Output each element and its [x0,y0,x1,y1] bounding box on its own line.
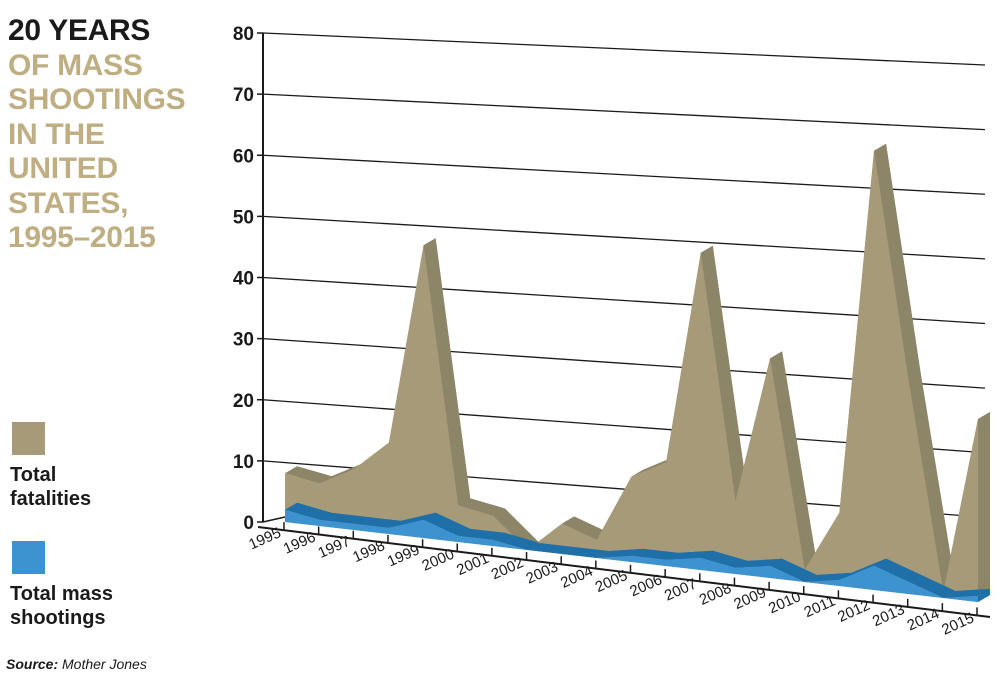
series-edge-face [423,512,471,536]
series-edge-face [458,528,505,540]
series-edge-face [700,550,748,568]
gridline [262,154,986,195]
x-tick-label: 2004 [558,563,595,592]
series-edge-face [700,245,748,501]
title-rest: OF MASS SHOOTINGS IN THE UNITED STATES, … [8,48,186,255]
x-tick-label: 2008 [697,580,734,609]
series-end-face [978,412,990,602]
series-edge-face [908,574,956,598]
y-tick-label: 0 [243,513,254,534]
x-tick-label: 2010 [766,588,803,617]
series-area-fatalities [285,150,978,603]
series-edge-face [285,466,332,484]
series-edge-face [908,373,956,592]
x-tick-label: 2001 [454,550,491,579]
title-line-1: 20 YEARS [8,14,151,47]
gridline [262,32,986,66]
series-edge-face [319,512,367,524]
chart-title: 20 YEARS OF MASS SHOOTINGS IN THE UNITED… [8,14,218,256]
series-edge-face [874,143,921,381]
x-tick-label: 2012 [835,597,872,626]
x-tick-label: 1998 [350,537,387,566]
gridline [262,93,986,131]
series-edge-face [839,558,887,580]
x-tick-label: 2011 [802,592,838,621]
series-edge-face [354,516,401,528]
series-edge-face [285,502,332,520]
series-edge-face [319,462,367,484]
series-edge-face [596,548,644,558]
x-tick-label: 2013 [870,601,907,630]
source-label: Source: [6,656,59,672]
x-tick-label: 1996 [281,529,318,558]
legend-label-mass-shootings: Total mass shootings [10,583,113,629]
x-tick-label: 2007 [662,575,699,604]
series-end-face [978,588,990,602]
y-tick-label: 30 [233,330,254,351]
x-axis [257,526,991,618]
series-edge-face [874,558,921,582]
y-tick-label: 40 [233,269,254,290]
source-value: Mother Jones [62,656,147,672]
series-edge-face [770,351,817,570]
y-tick-label: 50 [233,207,254,228]
x-tick-label: 2000 [419,546,456,575]
x-tick-label: 2006 [627,571,664,600]
floor-edge [262,516,286,523]
series-edge-face [735,558,783,568]
source-note: Source: Mother Jones [6,656,147,672]
legend-swatch-mass-shootings [12,541,45,574]
series-edge-face [666,550,713,560]
y-tick-label: 10 [233,452,254,473]
y-tick-label: 80 [233,24,254,45]
series-area-mass-shootings [285,509,978,602]
series-edge-face [770,558,817,582]
y-tick-label: 20 [233,391,254,412]
x-tick-label: 2014 [905,605,942,634]
y-tick-label: 60 [233,146,254,167]
series-edge-face [458,498,505,516]
series-edge-face [804,572,852,582]
x-tick-label: 2003 [523,558,560,587]
series-edge-face [943,588,990,598]
series-edge-face [562,547,609,558]
series-edge-face [562,516,609,540]
legend-swatch-fatalities [12,422,45,455]
x-tick-label: 1997 [316,533,353,562]
y-tick-label: 70 [233,85,254,106]
series-edge-face [423,238,471,506]
legend-label-fatalities: Total fatalities [10,464,92,510]
series-edge-face [631,548,679,560]
series-edge-face [527,543,575,554]
x-tick-label: 2005 [593,567,630,596]
series-edge-face [388,512,436,528]
x-tick-label: 2009 [731,584,768,613]
x-tick-label: 2015 [939,610,976,639]
x-tick-label: 2002 [489,554,526,583]
series-edge-face [492,532,540,550]
x-tick-label: 1999 [385,541,422,570]
